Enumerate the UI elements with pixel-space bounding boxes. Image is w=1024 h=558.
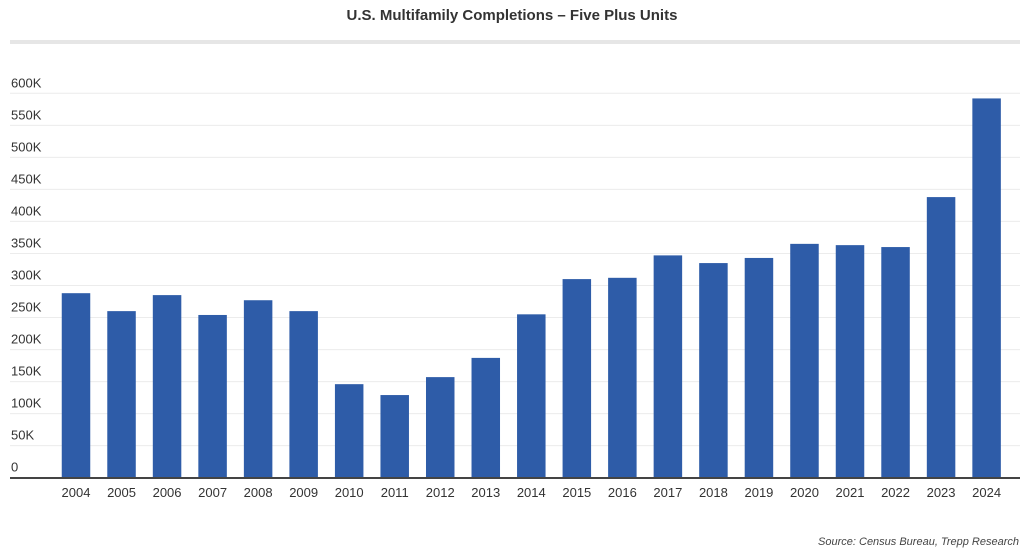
bar-2020 [790,243,819,478]
chart-title: U.S. Multifamily Completions – Five Plus… [346,7,678,24]
bar-2007 [198,314,227,478]
bar-2021 [835,245,865,478]
x-tick-label: 2017 [653,485,682,500]
x-axis-labels: 2004 2005 2006 2007 2008 2009 2010 2011 2012 2013… [62,485,1002,500]
y-tick-label: 200K [11,332,42,347]
bar-2024 [972,98,1001,478]
x-tick-label: 2004 [62,485,91,500]
x-tick-label: 2020 [790,485,819,500]
bar-2022 [881,247,910,478]
x-tick-label: 2008 [244,485,273,500]
x-tick-label: 2011 [381,485,409,500]
bar-2018 [699,263,728,478]
bar-2009 [289,311,318,478]
x-tick-label: 2024 [972,485,1001,500]
y-tick-label: 0 [11,460,18,475]
bar-2019 [744,257,774,478]
x-tick-label: 2007 [198,485,227,500]
bar-2015 [562,279,592,478]
x-tick-label: 2018 [699,485,728,500]
bar-2016 [608,277,637,478]
bar-2012 [425,377,455,478]
x-tick-label: 2005 [107,485,136,500]
y-tick-label: 350K [11,235,42,250]
x-tick-label: 2010 [335,485,364,500]
y-tick-label: 450K [11,171,42,186]
y-axis-labels: 0 50K 100K 150K 200K 250K 300K 350K 400K 450K 500K… [11,75,42,474]
bar-2005 [107,311,136,478]
y-tick-label: 100K [11,396,42,411]
x-tick-label: 2016 [608,485,637,500]
bars [61,98,1001,478]
y-tick-label: 50K [11,428,34,443]
y-tick-label: 250K [11,300,42,315]
source-note: Source: Census Bureau, Trepp Research [818,536,1019,548]
y-tick-label: 600K [11,75,42,90]
title-divider [10,40,1020,44]
bar-2017 [653,255,683,478]
x-tick-label: 2022 [881,485,910,500]
y-tick-label: 400K [11,203,42,218]
bar-2011 [380,395,409,478]
bar-2004 [61,293,91,478]
x-tick-label: 2012 [426,485,455,500]
y-tick-label: 550K [11,107,42,122]
x-tick-label: 2015 [562,485,591,500]
bar-2010 [334,384,364,478]
x-tick-label: 2019 [744,485,773,500]
x-tick-label: 2021 [836,485,865,500]
bar-2014 [517,314,546,478]
x-tick-label: 2023 [927,485,956,500]
x-tick-label: 2009 [289,485,318,500]
bar-2008 [243,300,273,478]
bar-2013 [471,357,501,478]
x-tick-label: 2006 [153,485,182,500]
x-tick-label: 2013 [471,485,500,500]
bar-2023 [926,197,956,478]
y-tick-label: 150K [11,364,42,379]
x-tick-label: 2014 [517,485,546,500]
y-tick-label: 500K [11,139,42,154]
y-tick-label: 300K [11,268,42,283]
bar-2006 [152,295,182,478]
